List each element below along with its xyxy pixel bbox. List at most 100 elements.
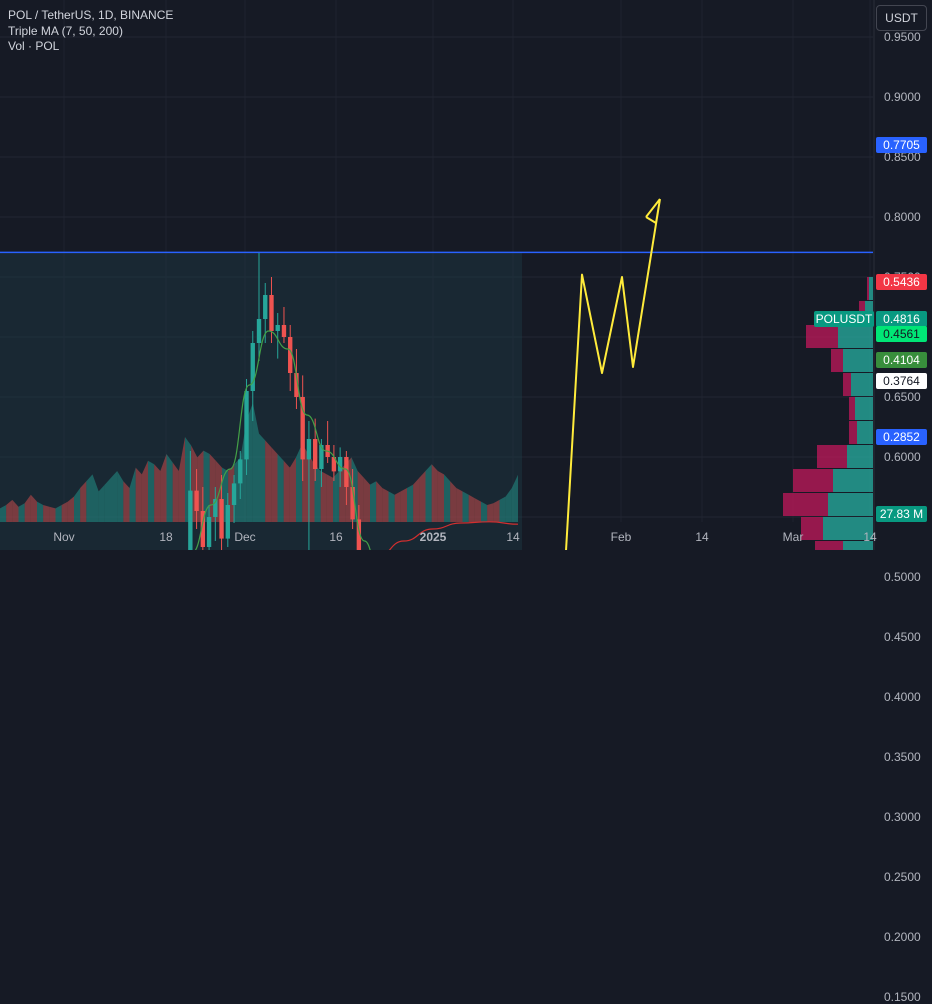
candle-body bbox=[256, 319, 262, 343]
profile-bar-up bbox=[857, 421, 873, 444]
price-tag-resistance: 0.7705 bbox=[876, 137, 927, 153]
volume-segment bbox=[111, 471, 118, 522]
candle-body bbox=[331, 457, 337, 472]
ma-slow-line bbox=[388, 521, 519, 550]
volume-segment bbox=[363, 477, 370, 522]
volume-profile bbox=[783, 277, 873, 550]
volume-segment bbox=[444, 474, 451, 522]
price-axis-label: 0.3500 bbox=[884, 750, 921, 764]
candle-body bbox=[300, 397, 305, 460]
price-axis-label: 0.8000 bbox=[884, 210, 921, 224]
candle-body bbox=[356, 519, 362, 550]
volume-segment bbox=[135, 467, 142, 522]
volume-segment bbox=[474, 498, 481, 522]
volume-segment bbox=[487, 503, 494, 522]
volume-segment bbox=[0, 505, 7, 522]
price-axis-label: 0.4000 bbox=[884, 690, 921, 704]
price-axis-label: 0.6000 bbox=[884, 450, 921, 464]
time-axis-label: 2025 bbox=[419, 530, 447, 544]
candle-body bbox=[206, 517, 212, 547]
volume-segment bbox=[98, 484, 105, 522]
indicator-triple-ma[interactable]: Triple MA (7, 50, 200) bbox=[8, 24, 123, 38]
price-axis-label: 0.3000 bbox=[884, 810, 921, 824]
profile-bar-down bbox=[831, 349, 843, 372]
volume-segment bbox=[314, 464, 321, 522]
volume-segment bbox=[493, 499, 500, 522]
volume-segment bbox=[394, 491, 401, 522]
candle-body bbox=[288, 337, 293, 373]
volume-segment bbox=[468, 494, 475, 522]
indicator-volume[interactable]: Vol · POL bbox=[8, 39, 60, 53]
profile-bar-down bbox=[783, 493, 828, 516]
volume-segment bbox=[308, 454, 315, 522]
volume-segment bbox=[86, 474, 93, 522]
profile-bar-down bbox=[793, 469, 833, 492]
profile-bar-down bbox=[815, 541, 843, 550]
volume-segment bbox=[407, 484, 414, 522]
volume-segment bbox=[252, 403, 259, 522]
price-tag-bottom: 0.2852 bbox=[876, 429, 927, 445]
volume-segment bbox=[413, 477, 420, 522]
price-axis-label: 0.9500 bbox=[884, 30, 921, 44]
candle-body bbox=[269, 295, 274, 331]
volume-segment bbox=[326, 474, 333, 522]
volume-segment bbox=[259, 433, 266, 522]
price-tag-support-white: 0.3764 bbox=[876, 373, 927, 389]
projection-path[interactable] bbox=[522, 198, 661, 550]
candle-body bbox=[337, 457, 343, 472]
volume-segment bbox=[431, 464, 438, 522]
volume-segment bbox=[49, 506, 56, 522]
price-axis-label: 0.2500 bbox=[884, 870, 921, 884]
volume-segment bbox=[24, 494, 31, 522]
volume-segment bbox=[437, 471, 444, 522]
price-tag-ma-red: 0.5436 bbox=[876, 274, 927, 290]
candle-body bbox=[344, 457, 349, 487]
time-axis-label: Dec bbox=[234, 530, 256, 544]
volume-segment bbox=[265, 440, 272, 522]
time-axis-label: 14 bbox=[695, 530, 709, 544]
candle-body bbox=[200, 511, 206, 547]
volume-segment bbox=[67, 496, 74, 522]
volume-segment bbox=[61, 501, 68, 522]
candle-body bbox=[231, 483, 237, 505]
volume-segment bbox=[43, 505, 50, 522]
volume-segment bbox=[160, 454, 167, 522]
volume-segment bbox=[339, 464, 346, 522]
price-axis-label: 0.4500 bbox=[884, 630, 921, 644]
volume-segment bbox=[178, 437, 185, 522]
time-axis-label: 18 bbox=[159, 530, 173, 544]
candle-body bbox=[250, 343, 255, 391]
volume-segment bbox=[382, 488, 389, 522]
profile-bar-down bbox=[806, 325, 838, 348]
volume-segment bbox=[92, 474, 99, 522]
currency-label: USDT bbox=[885, 11, 918, 25]
candle-body bbox=[213, 499, 218, 517]
ma-fast-line bbox=[194, 330, 371, 550]
candle-body bbox=[225, 505, 230, 539]
volume-segment bbox=[37, 501, 44, 522]
volume-segment bbox=[400, 488, 407, 522]
candle-body bbox=[194, 490, 199, 511]
volume-segment bbox=[333, 471, 340, 522]
volume-tag: 27.83 M bbox=[876, 506, 927, 522]
volume-segment bbox=[289, 457, 296, 522]
profile-bar-up bbox=[843, 541, 873, 550]
price-chart[interactable] bbox=[0, 0, 932, 550]
symbol-title[interactable]: POL / TetherUS, 1D, BINANCE bbox=[8, 8, 174, 22]
volume-segment bbox=[80, 481, 87, 522]
candle-body bbox=[306, 439, 312, 460]
profile-bar-up bbox=[838, 325, 873, 348]
time-axis-label: 14 bbox=[863, 530, 877, 544]
volume-segment bbox=[505, 488, 512, 522]
currency-button[interactable]: USDT bbox=[876, 5, 927, 31]
candle-body bbox=[263, 295, 268, 319]
volume-segment bbox=[129, 467, 136, 522]
candle-body bbox=[294, 373, 299, 397]
time-axis-label: 14 bbox=[506, 530, 520, 544]
candle-body bbox=[219, 499, 224, 539]
volume-segment bbox=[499, 496, 506, 522]
price-tag-last: 0.4816 bbox=[876, 311, 927, 327]
volume-segment bbox=[141, 460, 148, 522]
time-axis-label: Nov bbox=[53, 530, 75, 544]
volume-segment bbox=[419, 471, 426, 522]
